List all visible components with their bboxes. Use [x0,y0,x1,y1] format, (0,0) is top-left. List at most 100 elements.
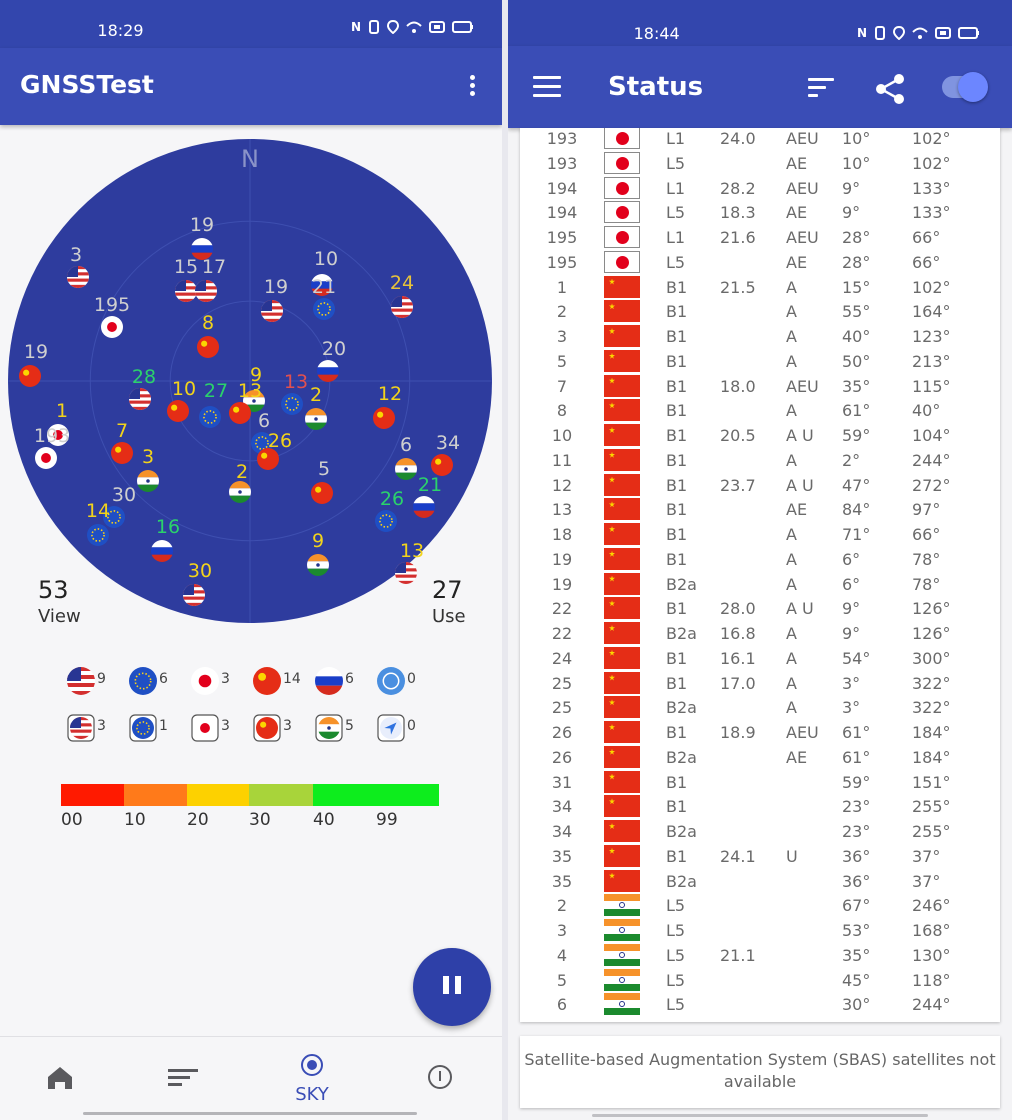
nav-info[interactable] [380,1037,500,1120]
legend-sbas: 0 [376,666,438,696]
legend-count: 9 [97,671,106,687]
satellite-marker: 6 [395,434,417,480]
satellite-label: 28 [132,366,156,388]
table-row[interactable]: 193 L1 24.0 AEU 10° 102° [520,128,1000,151]
elevation-cell: 54° [842,648,871,668]
satellite-marker: 10 [311,248,338,296]
table-row[interactable]: 3 L5 53° 168° [520,918,1000,943]
cn-flag-icon [604,696,640,719]
bottom-navigation: SKY [0,1036,502,1120]
table-row[interactable]: 7 B1 18.0 AEU 35° 115° [520,374,1000,399]
frequency-cell: B1 [666,277,688,297]
azimuth-cell: 300° [912,648,951,668]
flags-cell: AE [786,500,808,520]
table-row[interactable]: 5 L5 45° 118° [520,968,1000,993]
cn-flag-icon [604,325,640,347]
azimuth-cell: 97° [912,500,941,520]
scale-segment [249,784,313,806]
elevation-cell: 10° [842,129,871,148]
table-row[interactable]: 8 B1 A 61° 40° [520,398,1000,423]
table-row[interactable]: 3 B1 A 40° 123° [520,324,1000,349]
table-row[interactable]: 34 B1 23° 255° [520,794,1000,819]
cn0-cell: 21.6 [720,228,756,247]
table-row[interactable]: 194 L1 28.2 AEU 9° 133° [520,176,1000,201]
satellite-label: 193 [34,425,70,447]
satellite-marker: 24 [390,272,414,318]
azimuth-cell: 40° [912,401,941,421]
cn-flag-icon [604,374,640,397]
azimuth-cell: 168° [912,921,951,940]
table-row[interactable]: 34 B2a 23° 255° [520,819,1000,844]
cn0-cell: 28.2 [720,178,756,198]
status-screen: 18:44 N Status 193 L1 24.0 AEU 10° 102° 193 L5 A… [508,0,1012,1120]
table-row[interactable]: 19 B1 A 6° 78° [520,547,1000,572]
elevation-cell: 6° [842,549,861,569]
table-row[interactable]: 1 B1 21.5 A 15° 102° [520,275,1000,300]
table-row[interactable]: 19 B2a A 6° 78° [520,572,1000,597]
table-row[interactable]: 31 B1 59° 151° [520,770,1000,795]
satellite-label: 17 [202,256,226,278]
table-row[interactable]: 6 L5 30° 244° [520,992,1000,1017]
table-row[interactable]: 26 B1 18.9 AEU 61° 184° [520,720,1000,745]
satellite-label: 2 [236,461,248,483]
table-row[interactable]: 4 L5 21.1 35° 130° [520,943,1000,968]
pause-button[interactable] [413,948,491,1026]
svid-cell: 6 [556,995,568,1015]
svid-cell: 2 [556,896,568,916]
satellite-label: 10 [314,248,338,270]
table-row[interactable]: 22 B2a 16.8 A 9° 126° [520,621,1000,646]
nav-sky[interactable]: SKY [252,1037,372,1120]
share-icon[interactable] [872,71,908,107]
svid-cell: 5 [556,351,568,371]
vibrate-icon [875,26,885,40]
table-row[interactable]: 24 B1 16.1 A 54° 300° [520,646,1000,671]
frequency-cell: B1 [666,525,688,544]
jp-flag-icon [604,250,640,273]
overflow-menu-icon[interactable] [464,72,480,102]
flags-cell: A [786,624,797,643]
table-row[interactable]: 5 B1 A 50° 213° [520,349,1000,374]
table-row[interactable]: 22 B1 28.0 A U 9° 126° [520,596,1000,621]
table-row[interactable]: 193 L5 AE 10° 102° [520,151,1000,176]
flags-cell: AEU [786,129,819,148]
cn0-cell: 23.7 [720,475,756,495]
filter-toggle[interactable] [942,72,988,102]
table-row[interactable]: 13 B1 AE 84° 97° [520,497,1000,522]
jp-flag-icon [604,226,640,248]
table-row[interactable]: 25 B2a A 3° 322° [520,695,1000,720]
flags-cell: U [786,846,798,866]
table-row[interactable]: 35 B1 24.1 U 36° 37° [520,844,1000,869]
flags-cell: A [786,549,797,569]
nav-home[interactable] [0,1037,120,1120]
sort-icon[interactable] [808,78,836,102]
table-row[interactable]: 35 B2a 36° 37° [520,869,1000,894]
satellite-label: 13 [238,380,262,402]
menu-icon[interactable] [533,76,561,98]
table-row[interactable]: 25 B1 17.0 A 3° 322° [520,671,1000,696]
nav-status[interactable] [122,1037,242,1120]
table-row[interactable]: 26 B2a AE 61° 184° [520,745,1000,770]
table-row[interactable]: 2 L5 67° 246° [520,893,1000,918]
list-icon [168,1069,198,1086]
table-row[interactable]: 12 B1 23.7 A U 47° 272° [520,473,1000,498]
table-row[interactable]: 2 B1 A 55° 164° [520,299,1000,324]
table-row[interactable]: 11 B1 A 2° 244° [520,448,1000,473]
azimuth-cell: 244° [912,450,951,470]
table-row[interactable]: 10 B1 20.5 A U 59° 104° [520,423,1000,448]
cn0-cell: 24.1 [720,846,756,866]
elevation-cell: 9° [842,624,861,643]
table-row[interactable]: 194 L5 18.3 AE 9° 133° [520,200,1000,225]
legend-cn: 14 [252,666,314,696]
azimuth-cell: 102° [912,129,951,148]
svid-cell: 2 [556,302,568,322]
svid-cell: 22 [551,599,573,619]
cn-flag-icon [604,770,640,793]
jp-flag-icon [191,667,219,695]
table-row[interactable]: 195 L1 21.6 AEU 28° 66° [520,225,1000,250]
azimuth-cell: 102° [912,277,951,297]
table-row[interactable]: 195 L5 AE 28° 66° [520,250,1000,275]
legend-cn: 3 [252,713,314,743]
svid-cell: 194 [546,203,578,223]
frequency-cell: B1 [666,846,688,866]
table-row[interactable]: 18 B1 A 71° 66° [520,522,1000,547]
